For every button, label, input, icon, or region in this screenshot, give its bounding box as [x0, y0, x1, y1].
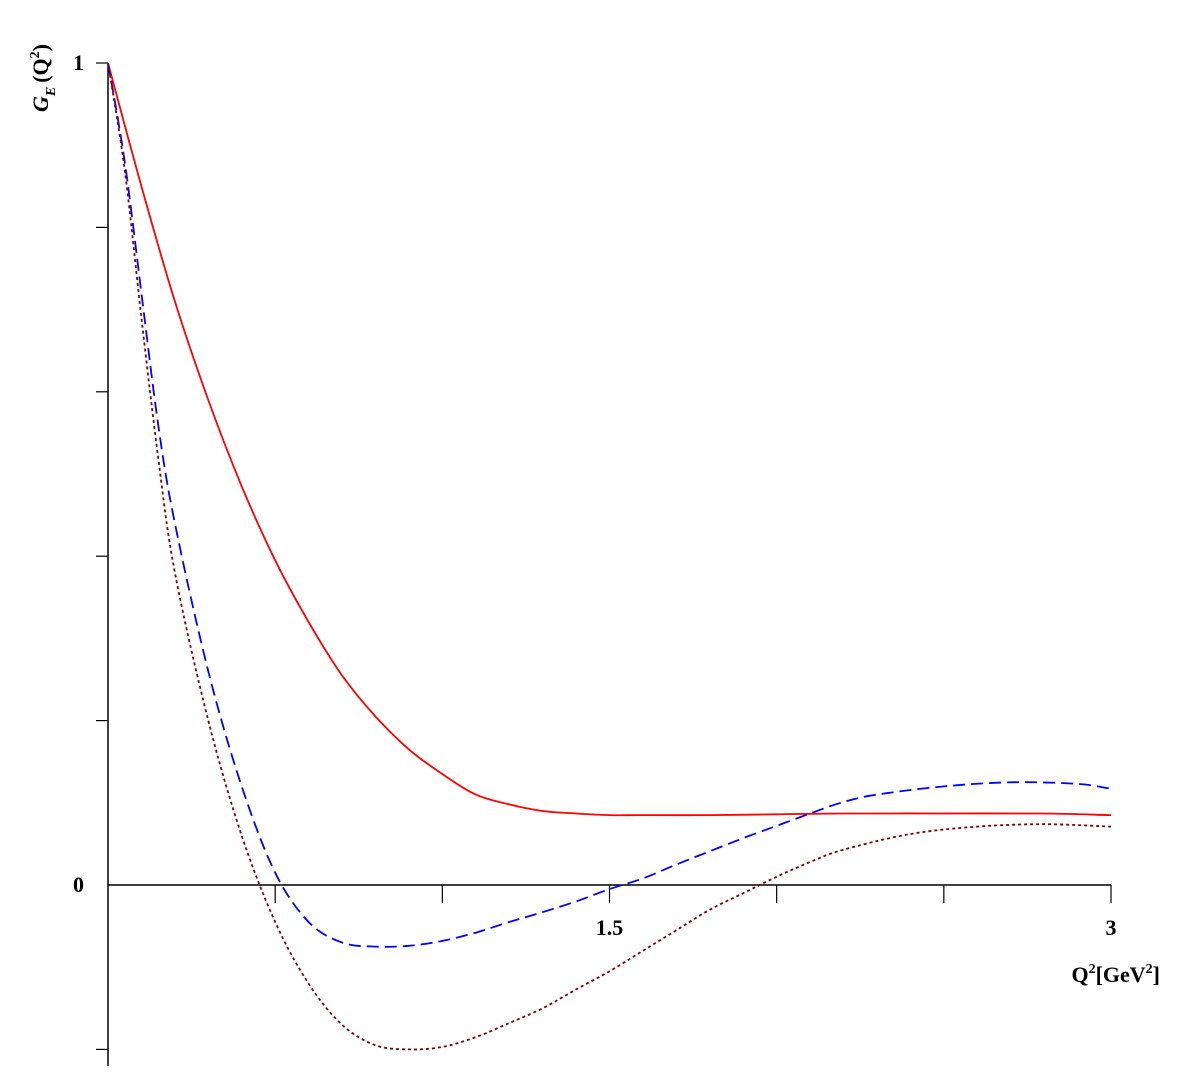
- y-axis-label: GE(Q2): [28, 44, 59, 112]
- series-line-1: [107, 62, 1112, 817]
- labels: Q2[GeV2] GE(Q2): [28, 44, 1160, 987]
- x-tick-label: 1.5: [596, 915, 624, 940]
- x-tick-label: 3: [1106, 915, 1117, 940]
- y-tick-label: 0: [73, 872, 84, 897]
- series-layer: [107, 62, 1112, 1051]
- axes: 011.5 3: [73, 50, 1117, 1066]
- y-tick-label: 1: [73, 50, 84, 75]
- y-axis-label-group: GE(Q2): [28, 44, 59, 112]
- x-axis-label: Q2[GeV2]: [1071, 962, 1160, 987]
- series-line-3: [107, 62, 1112, 1051]
